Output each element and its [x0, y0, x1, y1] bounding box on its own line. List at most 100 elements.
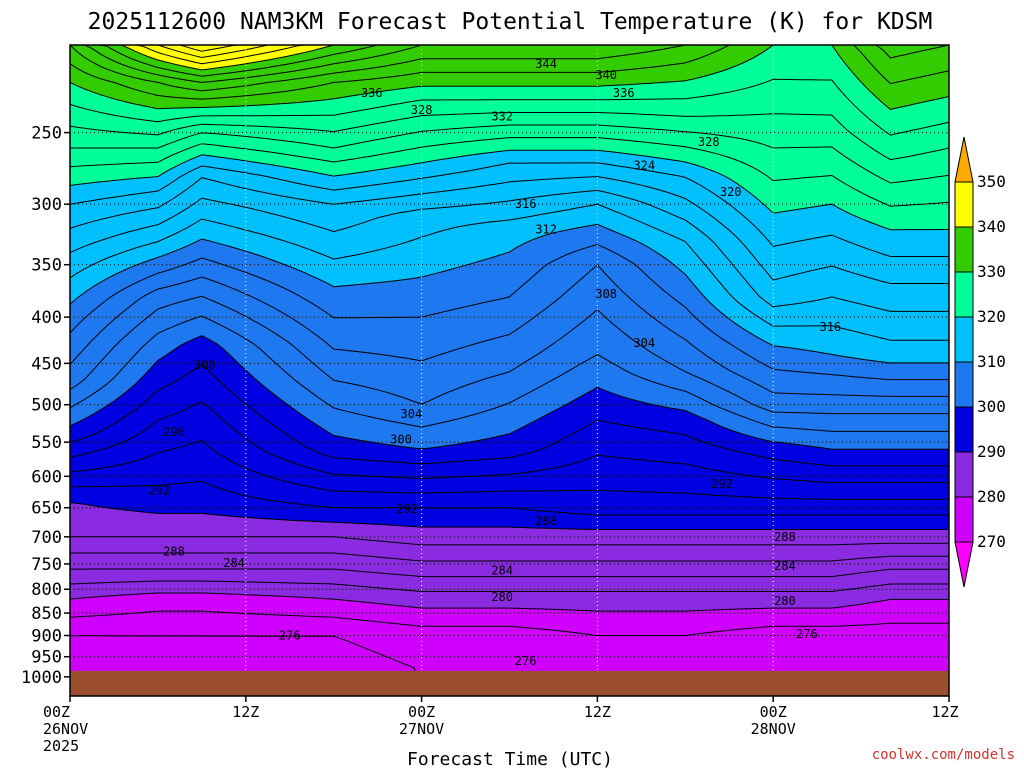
contour-label: 300 — [194, 358, 216, 372]
contour-label: 276 — [279, 628, 301, 642]
grid — [70, 45, 949, 696]
ground-surface — [70, 670, 949, 696]
contour-line-296 — [70, 400, 949, 484]
contour-line-336 — [70, 45, 949, 83]
plot-area: 344 340 336 336 328 332 328 324 320 316 312 308 316 3… — [70, 45, 949, 696]
colorbar-label: 330 — [977, 262, 1006, 281]
contour-line-342 — [70, 45, 949, 65]
contour-line-276 — [70, 635, 949, 696]
y-tick-label: 650 — [31, 499, 62, 519]
contour-label: 288 — [535, 514, 557, 528]
contour-line-304 — [70, 295, 949, 415]
contour-line-344 — [70, 45, 949, 59]
contour-label: 316 — [515, 197, 537, 211]
contour-line-326 — [70, 112, 949, 161]
contour-label: 288 — [163, 545, 185, 559]
y-tick-label: 450 — [31, 354, 62, 374]
x-tick-label: 12Z — [931, 703, 958, 721]
x-tick-label: 27NOV — [399, 720, 444, 738]
contour-label: 332 — [491, 110, 513, 124]
contour-label: 320 — [720, 185, 742, 199]
x-axis-label: Forecast Time (UTC) — [407, 749, 613, 768]
y-tick-label: 1000 — [21, 668, 62, 688]
colorbar-label: 340 — [977, 217, 1006, 236]
contour-line-318 — [70, 162, 949, 257]
contour-line-286 — [70, 552, 949, 562]
contour-label: 292 — [711, 477, 733, 491]
y-tick-label: 500 — [31, 396, 62, 416]
colorbar-segment — [954, 406, 974, 453]
colorbar-segment — [954, 271, 974, 318]
contour-label: 344 — [535, 57, 557, 71]
contour-line-302 — [70, 315, 949, 432]
contour-line-278 — [70, 610, 949, 637]
contour-label: 328 — [411, 103, 433, 117]
contour-label: 312 — [535, 223, 557, 237]
colorbar-label: 300 — [977, 397, 1006, 416]
x-tick-label: 00Z — [760, 703, 787, 721]
x-tick-label: 00Z — [43, 703, 70, 721]
colorbar-segment — [954, 361, 974, 408]
colorbar-label: 350 — [977, 172, 1006, 191]
y-tick-label: 350 — [31, 256, 62, 276]
contour-label: 284 — [491, 564, 513, 578]
contour-labels: 344 340 336 336 328 332 328 324 320 316 312 308 316 3… — [149, 57, 842, 668]
y-tick-label: 400 — [31, 308, 62, 328]
y-tick-label: 950 — [31, 648, 62, 668]
contour-label: 328 — [698, 135, 720, 149]
y-tick-label: 550 — [31, 433, 62, 453]
contour-label: 292 — [396, 502, 418, 516]
contour-line-300 — [70, 335, 949, 450]
contour-line-306 — [70, 264, 949, 397]
colorbar-segment — [954, 181, 974, 228]
contour-line-346 — [70, 45, 949, 52]
x-tick-label: 00Z — [408, 703, 435, 721]
contour-line-316 — [70, 176, 949, 284]
plot-frame — [69, 44, 950, 697]
colorbar-segment — [954, 496, 974, 543]
contour-line-328 — [70, 78, 949, 136]
contour-label: 276 — [515, 654, 537, 668]
contour-label: 336 — [361, 86, 383, 100]
contour-line-324 — [70, 124, 949, 184]
colorbar-label: 290 — [977, 442, 1006, 461]
contour-line-322 — [70, 137, 949, 207]
contour-label: 300 — [390, 432, 412, 446]
contour-line-308 — [70, 243, 949, 381]
credit-text: coolwx.com/models — [872, 747, 1015, 763]
x-tick-label: 2025 — [43, 737, 79, 755]
chart-title: 2025112600 NAM3KM Forecast Potential Tem… — [88, 9, 933, 35]
contour-line-292 — [70, 480, 949, 516]
contour-line-340 — [70, 45, 949, 71]
colorbar-label: 310 — [977, 352, 1006, 371]
contour-line-320 — [70, 149, 949, 231]
x-tick-label: 26NOV — [43, 720, 88, 738]
contour-label: 280 — [491, 590, 513, 604]
contour-label: 284 — [223, 556, 245, 570]
contour-label: 280 — [774, 594, 796, 608]
theta-band-340-350 — [70, 45, 949, 71]
contour-line-332 — [70, 45, 949, 100]
contour-label: 340 — [595, 68, 617, 82]
contour-label: 296 — [163, 425, 185, 439]
colorbar-top-triangle — [954, 136, 974, 183]
contour-line-280 — [70, 592, 949, 612]
contour-line-334 — [70, 45, 949, 92]
contour-label: 284 — [774, 559, 796, 573]
contour-line-298 — [70, 363, 949, 467]
contour-label: 304 — [633, 336, 655, 350]
contour-line-330 — [70, 45, 949, 110]
contour-line-294 — [70, 439, 949, 500]
x-tick-label: 12Z — [232, 703, 259, 721]
contour-label: 308 — [595, 287, 617, 301]
y-tick-label: 750 — [31, 555, 62, 575]
contour-label: 292 — [149, 483, 171, 497]
colorbar: 350 340 330 320 310 300 290 280 270 — [954, 136, 1006, 588]
colorbar-segment — [954, 451, 974, 498]
contour-label: 324 — [633, 159, 655, 173]
contour-lines — [70, 45, 949, 696]
colorbar-label: 320 — [977, 307, 1006, 326]
contour-label: 336 — [613, 86, 635, 100]
